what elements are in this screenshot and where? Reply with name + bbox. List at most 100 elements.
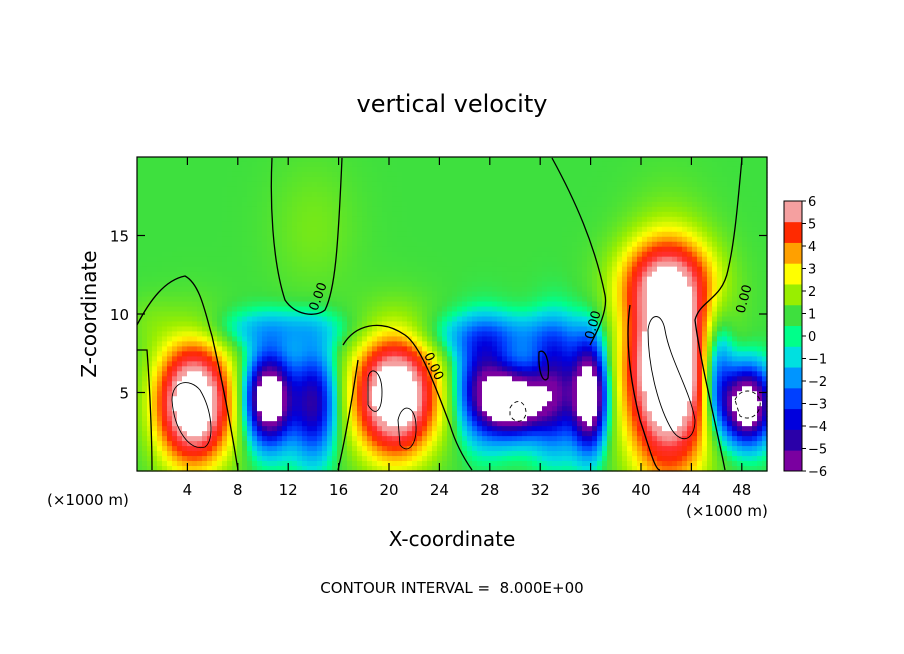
heatmap-cell (417, 316, 423, 323)
heatmap-cell (257, 266, 263, 273)
heatmap-cell (482, 386, 488, 392)
heatmap-cell (222, 431, 228, 437)
heatmap-cell (412, 451, 418, 457)
heatmap-cell (222, 361, 228, 367)
heatmap-cell (282, 411, 288, 417)
heatmap-cell (492, 326, 498, 333)
heatmap-cell (357, 416, 363, 422)
heatmap-cell (212, 241, 218, 248)
heatmap-cell (187, 196, 193, 203)
heatmap-cell (192, 431, 198, 437)
heatmap-cell (192, 446, 198, 452)
heatmap-cell (207, 451, 213, 457)
heatmap-cell (487, 196, 493, 203)
heatmap-cell (522, 161, 528, 168)
heatmap-cell (372, 381, 378, 387)
heatmap-cell (227, 436, 233, 442)
heatmap-cell (282, 346, 288, 352)
heatmap-cell (227, 296, 233, 303)
heatmap-cell (432, 171, 438, 178)
heatmap-cell (147, 411, 153, 417)
heatmap-cell (347, 311, 353, 318)
heatmap-cell (397, 196, 403, 203)
heatmap-cell (307, 401, 313, 407)
heatmap-cell (462, 226, 468, 233)
heatmap-cell (322, 406, 328, 412)
heatmap-cell (412, 286, 418, 293)
heatmap-cell (232, 281, 238, 288)
heatmap-cell (167, 241, 173, 248)
heatmap-cell (512, 466, 518, 472)
heatmap-cell (212, 246, 218, 253)
heatmap-cell (517, 216, 523, 223)
heatmap-cell (452, 301, 458, 308)
heatmap-cell (512, 361, 518, 367)
heatmap-cell (262, 366, 268, 372)
heatmap-cell (462, 261, 468, 268)
heatmap-cell (507, 446, 513, 452)
heatmap-cell (272, 321, 278, 328)
heatmap-cell (257, 436, 263, 442)
heatmap-cell (282, 311, 288, 318)
heatmap-cell (357, 346, 363, 352)
heatmap-cell (447, 176, 453, 183)
heatmap-cell (282, 276, 288, 283)
heatmap-cell (212, 171, 218, 178)
heatmap-cell (352, 391, 358, 397)
heatmap-cell (342, 276, 348, 283)
heatmap-cell (377, 376, 383, 382)
heatmap-cell (362, 386, 368, 392)
heatmap-cell (242, 321, 248, 328)
heatmap-cell (482, 301, 488, 308)
heatmap-cell (312, 371, 318, 377)
heatmap-cell (527, 356, 533, 362)
heatmap-cell (202, 201, 208, 208)
heatmap-cell (197, 161, 203, 168)
heatmap-cell (472, 396, 478, 402)
heatmap-cell (327, 161, 333, 168)
heatmap-cell (147, 206, 153, 213)
heatmap-cell (427, 276, 433, 283)
heatmap-cell (187, 256, 193, 263)
heatmap-cell (247, 426, 253, 432)
heatmap-cell (492, 266, 498, 273)
heatmap-cell (157, 461, 163, 467)
heatmap-cell (357, 391, 363, 397)
heatmap-cell (207, 396, 213, 402)
heatmap-cell (182, 291, 188, 298)
heatmap-cell (272, 441, 278, 447)
heatmap-cell (232, 356, 238, 362)
heatmap-cell (507, 431, 513, 437)
heatmap-cell (352, 231, 358, 238)
heatmap-cell (372, 211, 378, 218)
heatmap-cell (367, 166, 373, 173)
heatmap-cell (277, 281, 283, 288)
heatmap-cell (337, 261, 343, 268)
heatmap-cell (337, 466, 343, 472)
heatmap-cell (342, 157, 348, 163)
heatmap-cell (452, 171, 458, 178)
heatmap-cell (407, 261, 413, 268)
heatmap-cell (147, 436, 153, 442)
heatmap-cell (442, 166, 448, 173)
heatmap-cell (212, 301, 218, 308)
heatmap-cell (292, 166, 298, 173)
heatmap-cell (382, 351, 388, 357)
heatmap-cell (182, 281, 188, 288)
heatmap-cell (497, 456, 503, 462)
heatmap-cell (382, 186, 388, 193)
heatmap-cell (482, 331, 488, 338)
heatmap-cell (217, 246, 223, 253)
heatmap-cell (432, 157, 438, 163)
heatmap-cell (312, 246, 318, 253)
heatmap-cell (257, 461, 263, 467)
heatmap-cell (507, 386, 513, 392)
heatmap-cell (177, 281, 183, 288)
heatmap-cell (237, 166, 243, 173)
heatmap-cell (167, 186, 173, 193)
heatmap-cell (192, 371, 198, 377)
heatmap-cell (312, 411, 318, 417)
heatmap-cell (317, 296, 323, 303)
heatmap-cell (137, 346, 143, 352)
heatmap-cell (452, 216, 458, 223)
